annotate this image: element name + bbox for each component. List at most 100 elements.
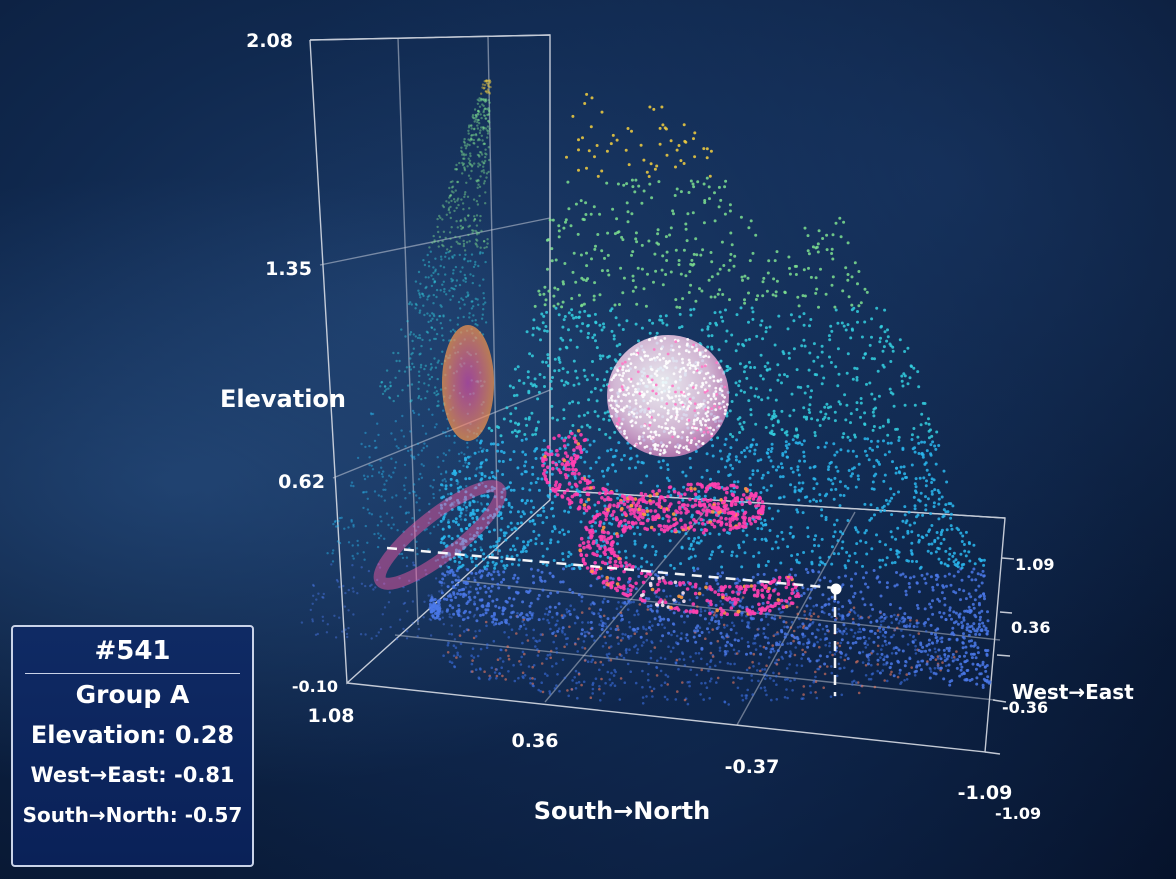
floor-point	[610, 671, 613, 675]
terrain-point	[546, 267, 549, 271]
floor-point	[663, 626, 666, 630]
terrain-point	[608, 436, 612, 440]
floor-point	[536, 648, 539, 651]
terrain-point	[717, 546, 721, 549]
back-projection-point	[434, 559, 438, 562]
terrain-point	[449, 492, 453, 496]
terrain-point	[752, 554, 756, 558]
floor-point	[651, 624, 654, 627]
terrain-point	[924, 508, 928, 512]
terrain-point	[734, 455, 738, 459]
back-projection-point	[322, 592, 325, 596]
terrain-point	[570, 485, 574, 489]
floor-point	[537, 688, 540, 692]
terrain-point	[472, 534, 476, 538]
back-projection-point	[377, 433, 380, 437]
back-projection-point	[450, 226, 453, 229]
terrain-point	[806, 234, 810, 238]
terrain-point	[632, 554, 636, 558]
terrain-point	[580, 276, 584, 280]
back-projection-point	[479, 129, 482, 132]
terrain-point	[777, 607, 781, 611]
terrain-point	[873, 357, 876, 361]
terrain-point	[848, 554, 852, 558]
terrain-point	[631, 185, 635, 189]
floor-point	[851, 669, 854, 672]
terrain-point	[650, 569, 654, 573]
terrain-point	[453, 469, 456, 473]
terrain-point	[930, 641, 934, 645]
back-projection-point	[463, 144, 467, 147]
terrain-point	[669, 493, 673, 497]
floor-point	[446, 644, 450, 647]
back-projection-point	[343, 605, 347, 608]
floor-point	[540, 681, 543, 684]
back-projection-point	[377, 494, 380, 497]
back-projection-point	[314, 633, 318, 636]
back-projection-point	[479, 251, 482, 254]
floor-point	[619, 605, 623, 609]
floor-point	[649, 650, 653, 653]
back-projection-point	[470, 307, 474, 310]
terrain-point	[809, 395, 813, 399]
terrain-point	[801, 622, 805, 626]
terrain-point	[924, 495, 927, 499]
back-projection-point	[432, 478, 435, 482]
terrain-point	[686, 614, 690, 618]
floor-point	[471, 670, 474, 673]
floor-point	[503, 631, 506, 634]
back-projection-point	[334, 636, 338, 639]
floor-point	[485, 624, 488, 628]
terrain-point	[435, 616, 439, 620]
terrain-point	[796, 468, 800, 472]
terrain-point	[903, 403, 907, 407]
terrain-point	[472, 520, 476, 524]
terrain-point	[445, 609, 449, 613]
terrain-point	[577, 593, 581, 597]
floor-point	[646, 608, 650, 611]
back-projection-point	[434, 257, 437, 260]
terrain-point	[616, 182, 620, 186]
terrain-point	[943, 603, 947, 607]
terrain-point	[672, 630, 676, 633]
terrain-point	[728, 258, 732, 262]
back-projection-point	[478, 155, 481, 158]
terrain-point	[615, 138, 619, 142]
back-projection-point	[477, 232, 481, 235]
floor-point	[599, 660, 603, 664]
terrain-point	[529, 538, 533, 542]
terrain-point	[490, 485, 494, 489]
back-projection-point	[461, 163, 465, 167]
floor-point	[529, 681, 532, 685]
back-projection-point	[487, 120, 490, 123]
terrain-point	[660, 105, 664, 109]
floor-point	[776, 632, 780, 636]
terrain-point	[633, 190, 637, 194]
back-projection-point	[449, 205, 452, 209]
terrain-point	[569, 338, 573, 342]
back-projection-point	[481, 482, 484, 485]
back-projection-point	[441, 283, 444, 286]
back-projection-point	[429, 484, 432, 488]
floor-point	[538, 639, 541, 642]
terrain-point	[579, 520, 583, 524]
floor-point	[769, 677, 772, 680]
terrain-point	[885, 661, 889, 665]
back-projection-point	[462, 157, 465, 160]
terrain-point	[545, 563, 549, 567]
back-projection-point	[475, 233, 479, 236]
floor-point	[599, 699, 602, 702]
back-projection-point	[442, 315, 445, 318]
terrain-point	[646, 272, 649, 276]
terrain-point	[867, 458, 871, 462]
back-projection-point	[412, 490, 415, 493]
terrain-point	[485, 564, 489, 568]
terrain-point	[669, 270, 673, 274]
floor-point	[675, 634, 679, 638]
terrain-point	[917, 452, 921, 455]
terrain-point	[598, 293, 602, 297]
terrain-point	[692, 262, 696, 266]
terrain-point	[807, 408, 811, 412]
floor-point	[926, 653, 930, 657]
